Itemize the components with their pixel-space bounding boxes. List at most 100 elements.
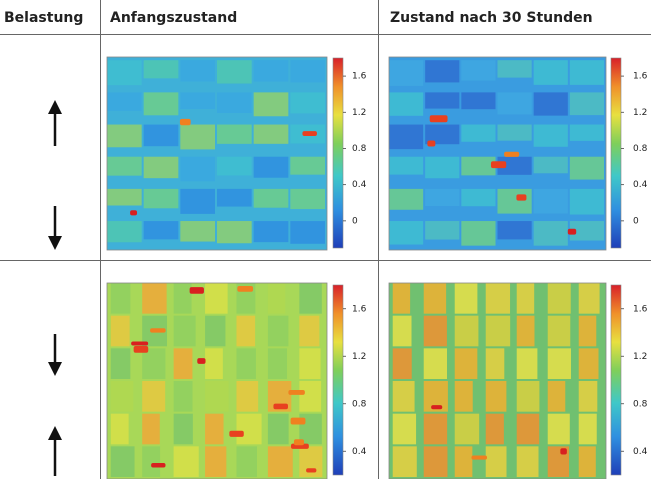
heatmap-patch <box>392 446 417 477</box>
heatmaps: 1.6 1.2 0.8 0.4 0 1.6 1.2 0.8 0.4 0 1.6 1.2 0.8 0.4 1.… <box>106 56 648 479</box>
heatmap-patch <box>461 92 496 110</box>
heatmap-patch <box>485 315 511 347</box>
colorbar-tick-label: 1.6 <box>352 304 367 314</box>
heatmap-patch <box>180 156 215 182</box>
heatmap-patch <box>107 124 142 148</box>
heatmap-patch <box>392 315 412 347</box>
heatmap-hotspot <box>306 468 317 473</box>
heatmap-patch <box>110 348 131 379</box>
heatmap-patch <box>516 348 538 379</box>
heatmap-patch <box>547 348 571 379</box>
header-initial: Anfangszustand <box>110 10 237 26</box>
heatmap-hotspot <box>293 439 305 446</box>
heatmap-patch <box>425 221 460 240</box>
colorbar-tick-label: 0 <box>352 216 358 226</box>
heatmap-patch <box>516 446 539 477</box>
heatmap-patch <box>454 283 478 314</box>
heatmap-patch <box>533 221 568 246</box>
heatmap-patch <box>142 283 167 314</box>
heatmap-patch <box>461 156 496 176</box>
heatmap-patch <box>547 315 571 347</box>
heatmap-patch <box>290 188 325 210</box>
heatmap-patch <box>267 315 289 347</box>
heatmap-patch <box>173 413 193 445</box>
heatmap-patch <box>142 348 166 379</box>
heatmap-hotspot <box>290 417 306 425</box>
heatmap-patch <box>569 188 604 215</box>
heatmap-hotspot <box>567 228 577 235</box>
heatmap-patch <box>180 124 215 150</box>
heatmap-hotspot <box>560 448 567 455</box>
heatmap-patch <box>143 156 179 179</box>
heatmap-hotspot <box>131 341 149 346</box>
heatmap-patch <box>180 92 215 109</box>
heatmap-hotspot <box>130 210 138 216</box>
heatmap-patch <box>267 446 293 477</box>
heatmap-hotspot <box>273 403 288 410</box>
colorbar-tick-label: 1.6 <box>633 304 648 314</box>
heatmap-patch <box>497 124 532 141</box>
heatmap-hotspot <box>504 151 520 157</box>
heatmap-patch <box>107 188 142 206</box>
colorbar-tick-label: 1.2 <box>633 352 647 362</box>
heatmap <box>388 56 607 251</box>
heatmap-patch <box>267 348 288 379</box>
heatmap-patch <box>253 188 289 208</box>
heatmap-patch <box>253 156 289 178</box>
heatmap-patch <box>205 348 223 379</box>
heatmap-patch <box>547 283 571 314</box>
heatmap-patch <box>516 315 535 347</box>
heatmap-patch <box>110 413 129 445</box>
heatmap-patch <box>461 188 496 207</box>
heatmap-patch <box>516 413 540 445</box>
heatmap-patch <box>392 348 412 379</box>
heatmap-frame <box>106 56 328 251</box>
colorbar-tick-label: 0.8 <box>352 399 367 409</box>
heatmap-patch <box>299 446 323 477</box>
heatmap-patch <box>142 446 161 477</box>
heatmap <box>106 282 328 479</box>
load-arrows <box>48 100 62 476</box>
colorbar <box>610 284 622 476</box>
heatmap-patch <box>236 381 259 412</box>
heatmap-hotspot <box>427 140 436 147</box>
heatmap-patch <box>173 315 196 347</box>
heatmap-patch <box>142 413 160 445</box>
colorbar-tick-label: 0.8 <box>633 399 648 409</box>
heatmap-patch <box>389 221 424 245</box>
heatmap-patch <box>217 188 252 207</box>
heatmap-patch <box>569 156 604 180</box>
heatmap-patch <box>578 283 600 314</box>
heatmap-frame <box>388 56 607 251</box>
heatmap-frame <box>388 282 607 479</box>
heatmap-patch <box>454 348 478 379</box>
colorbar-tick-label: 1.2 <box>352 108 366 118</box>
heatmap-patch <box>205 413 224 445</box>
heatmap-hotspot <box>429 115 448 123</box>
heatmap-patch <box>569 221 604 241</box>
heatmap-patch <box>497 221 532 240</box>
heatmap-hotspot <box>431 405 443 410</box>
heatmap-hotspot <box>516 194 527 201</box>
heatmap-patch <box>267 413 289 445</box>
heatmap-patch <box>253 124 289 144</box>
heatmap-patch <box>423 446 448 477</box>
heatmap-patch <box>143 60 179 79</box>
heatmap-patch <box>533 60 568 85</box>
heatmap-patch <box>389 60 424 86</box>
heatmap-patch <box>392 381 415 412</box>
heatmap-hotspot <box>197 358 206 364</box>
heatmap-patch <box>173 348 193 379</box>
colorbar-tick-label: 0.4 <box>352 180 367 190</box>
heatmap-patch <box>290 92 325 114</box>
heatmap-patch <box>392 283 411 314</box>
colorbar-tick-label: 0.8 <box>633 144 648 154</box>
heatmap-patch <box>253 60 289 82</box>
heatmap-patch <box>569 92 604 116</box>
heatmap-patch <box>236 348 256 379</box>
heatmap-patch <box>569 60 604 85</box>
heatmap-hotspot <box>229 430 244 437</box>
heatmap-hotspot <box>133 345 149 353</box>
